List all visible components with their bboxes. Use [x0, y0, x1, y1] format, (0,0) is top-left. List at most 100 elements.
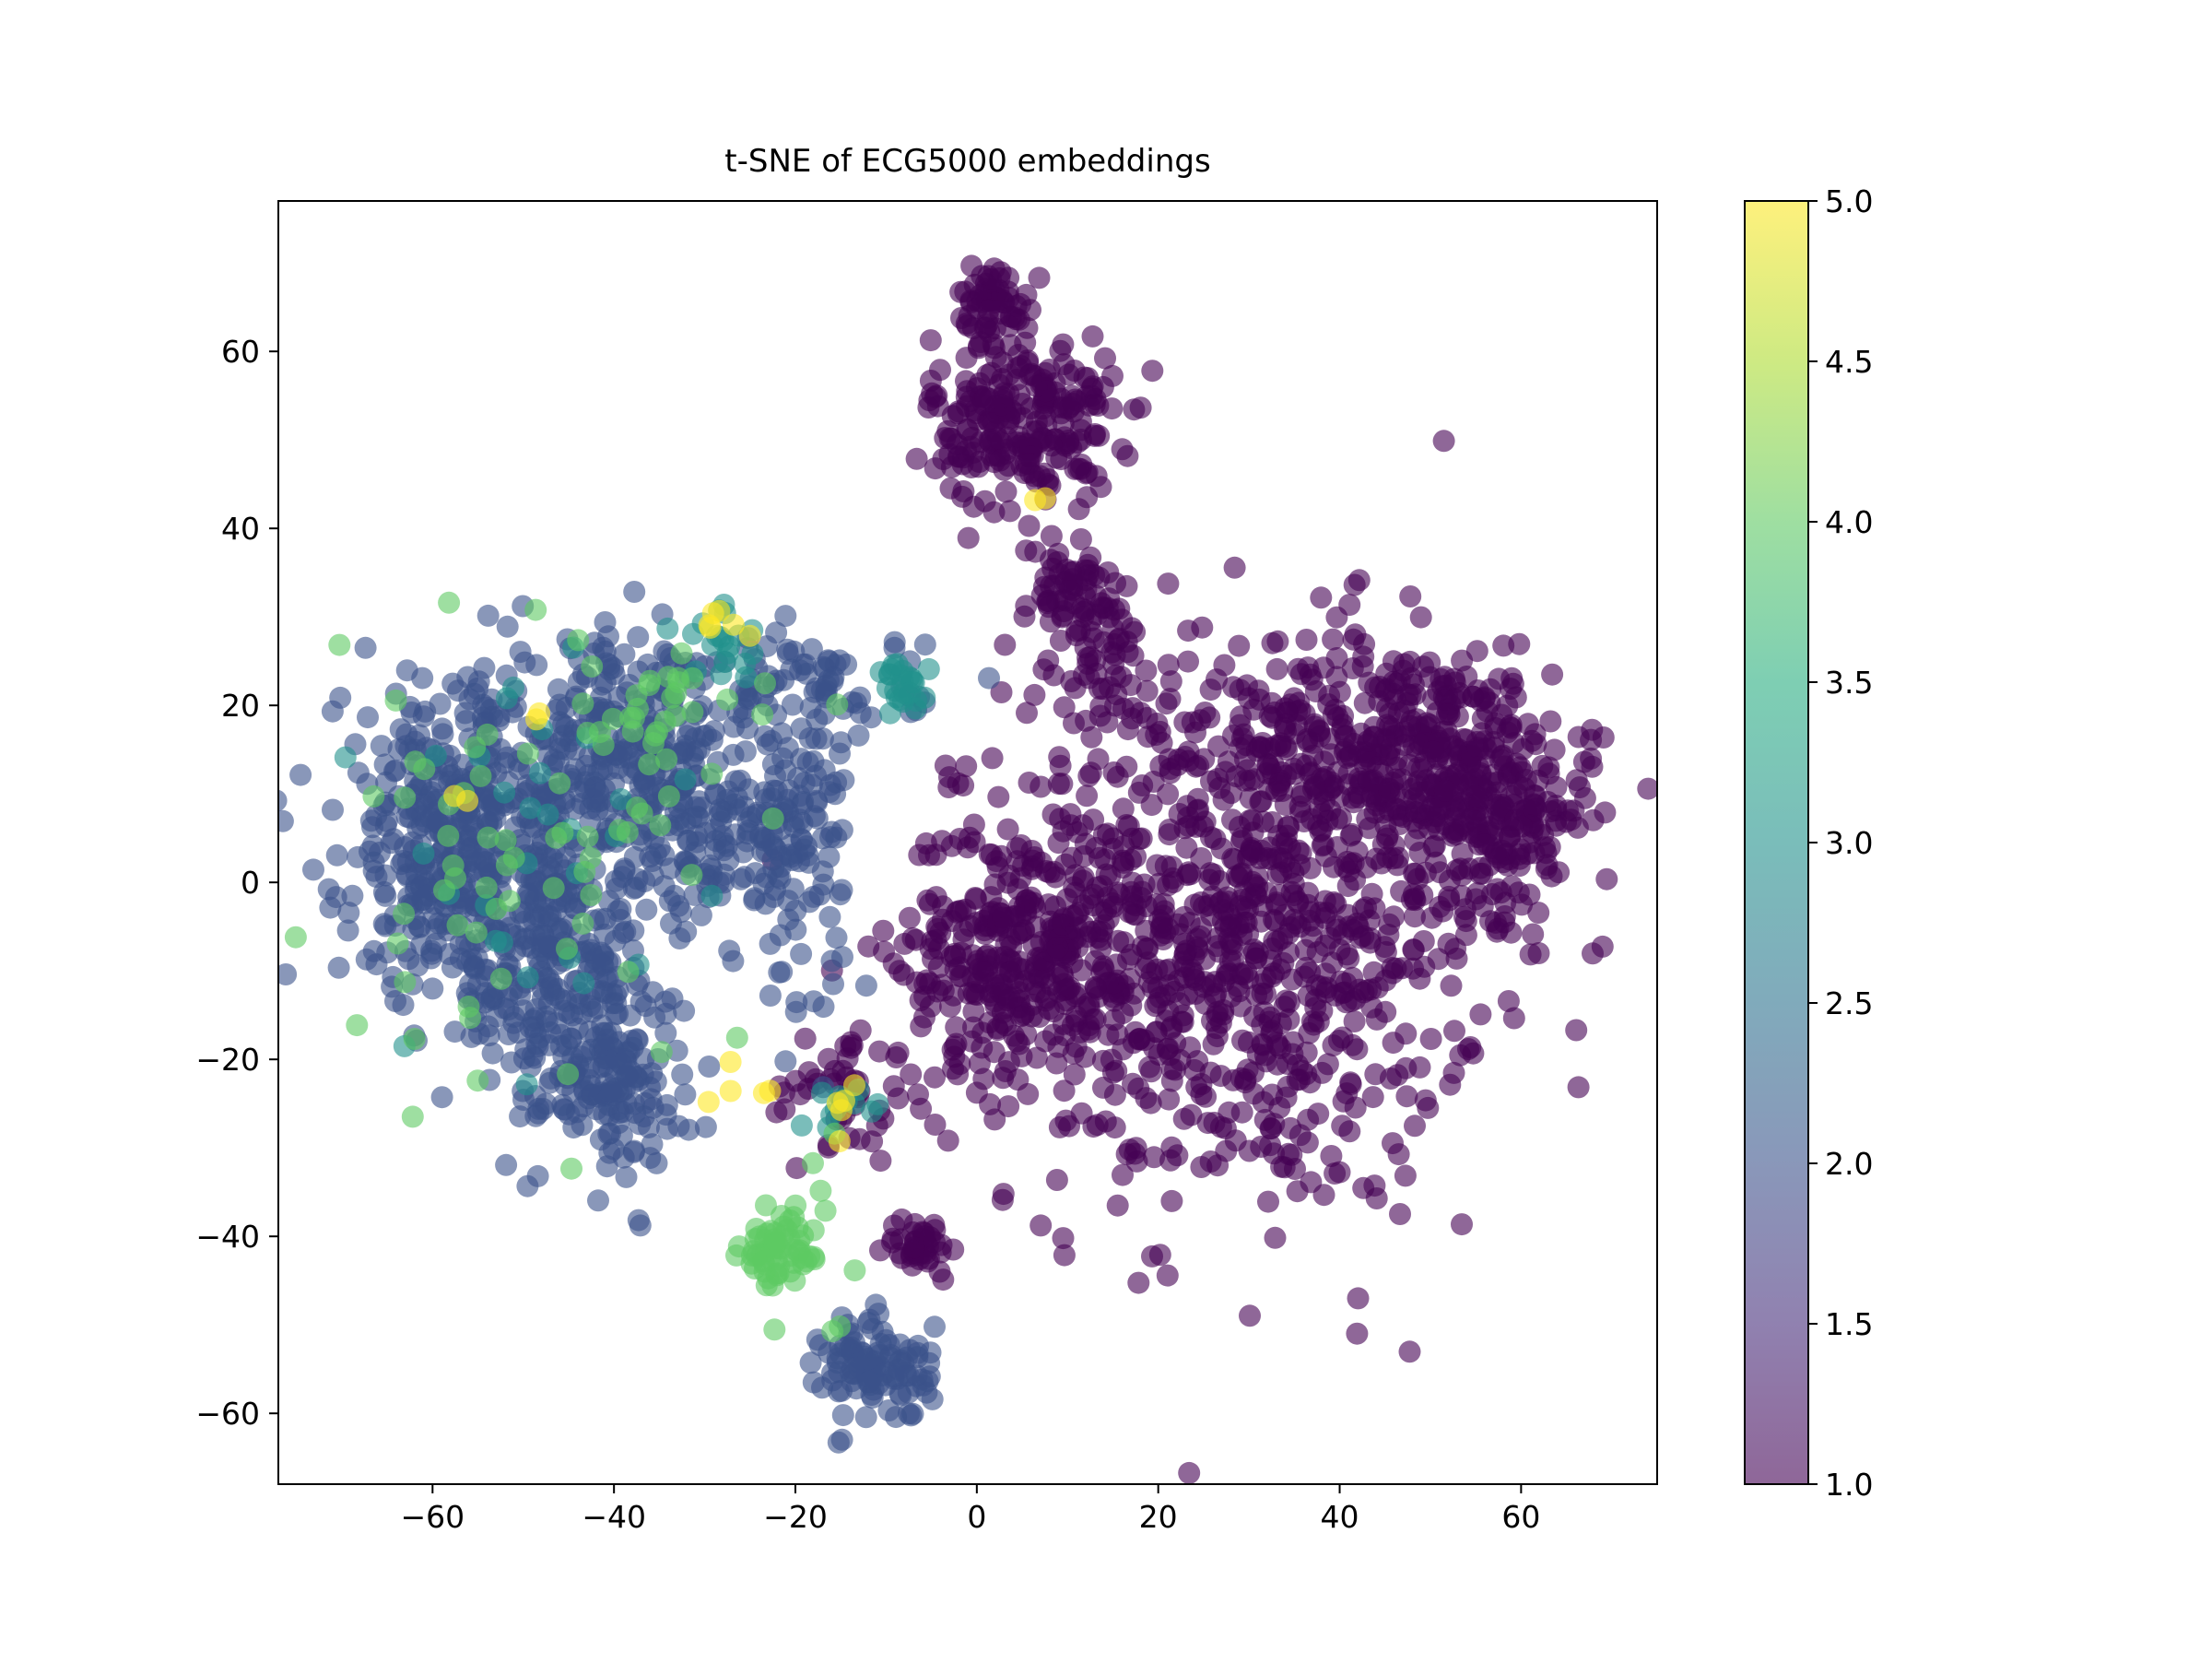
scatter-point: [500, 1051, 523, 1074]
colorbar-tick-label: 3.5: [1825, 665, 1873, 701]
scatter-point: [1155, 692, 1178, 715]
scatter-point: [1129, 396, 1152, 419]
scatter-point: [783, 1269, 806, 1292]
scatter-point: [1346, 912, 1369, 935]
scatter-point: [1054, 853, 1077, 876]
scatter-point: [1295, 629, 1318, 651]
scatter-point: [613, 857, 636, 880]
scatter-point: [1302, 773, 1325, 796]
scatter-point: [1581, 755, 1604, 778]
scatter-point: [1092, 1076, 1114, 1099]
scatter-point: [1259, 1134, 1282, 1157]
scatter-point: [1299, 961, 1322, 984]
scatter-point: [643, 1006, 666, 1029]
scatter-point: [1382, 905, 1406, 928]
scatter-point: [831, 1404, 854, 1427]
scatter-point: [549, 920, 572, 943]
scatter-point: [743, 887, 766, 910]
scatter-point: [1441, 821, 1465, 844]
scatter-point: [677, 829, 699, 852]
scatter-point: [919, 329, 942, 352]
scatter-point: [1112, 1002, 1135, 1025]
scatter-point: [1419, 1028, 1442, 1050]
scatter-point: [1382, 670, 1405, 693]
scatter-point: [725, 1026, 748, 1049]
scatter-point: [771, 722, 794, 745]
scatter-point: [868, 1040, 891, 1063]
scatter-point: [962, 813, 985, 836]
scatter-point: [1209, 1065, 1232, 1088]
scatter-point: [1105, 683, 1128, 706]
scatter-point: [1190, 1083, 1213, 1106]
scatter-point: [1502, 1007, 1525, 1030]
scatter-point: [674, 738, 696, 761]
scatter-point: [1025, 375, 1048, 397]
scatter-point: [829, 1315, 852, 1338]
scatter-point: [754, 672, 776, 695]
scatter-point: [1070, 959, 1093, 982]
scatter-point: [1537, 756, 1560, 779]
scatter-point: [1469, 856, 1492, 879]
scatter-point: [1104, 572, 1126, 595]
scatter-point: [1497, 990, 1520, 1012]
scatter-point: [489, 967, 512, 990]
scatter-point: [565, 1101, 588, 1124]
scatter-point: [1117, 948, 1139, 971]
scatter-point: [1107, 929, 1130, 952]
scatter-point: [1229, 737, 1252, 760]
scatter-point: [670, 642, 693, 665]
scatter-point: [1453, 898, 1477, 921]
scatter-point: [1257, 1190, 1279, 1213]
scatter-point: [1454, 924, 1477, 947]
scatter-point: [1395, 1085, 1418, 1108]
scatter-point: [820, 820, 843, 843]
scatter-point: [919, 995, 942, 1018]
scatter-point: [357, 706, 379, 729]
scatter-point: [1567, 1076, 1590, 1099]
scatter-point: [1438, 889, 1461, 912]
scatter-point: [620, 1030, 642, 1052]
scatter-point: [823, 1059, 846, 1082]
scatter-point: [556, 938, 578, 961]
scatter-point: [425, 918, 448, 940]
scatter-point: [477, 790, 500, 813]
scatter-point: [765, 780, 788, 802]
scatter-point: [328, 633, 351, 656]
scatter-point: [799, 696, 822, 719]
scatter-point: [1022, 934, 1045, 957]
scatter-point: [1024, 489, 1047, 512]
scatter-point: [1024, 540, 1047, 563]
scatter-point: [1210, 837, 1233, 860]
scatter-point: [1171, 1004, 1194, 1027]
scatter-point: [556, 1033, 579, 1056]
scatter-point: [1103, 643, 1126, 666]
scatter-point: [555, 715, 578, 738]
scatter-point: [1110, 666, 1133, 689]
scatter-point: [1023, 683, 1046, 706]
scatter-point: [1139, 1091, 1162, 1115]
scatter-point: [774, 1050, 797, 1073]
scatter-point: [1316, 1053, 1339, 1076]
scatter-point: [1115, 814, 1138, 836]
scatter-point: [978, 666, 1000, 690]
scatter-point: [655, 1093, 678, 1116]
scatter-point: [1287, 839, 1310, 862]
scatter-point: [373, 753, 396, 776]
scatter-point: [682, 622, 704, 645]
colorbar-tick-label: 1.0: [1825, 1467, 1873, 1503]
scatter-point: [1399, 684, 1422, 707]
scatter-point: [597, 1123, 620, 1145]
scatter-point: [1074, 832, 1097, 855]
scatter-point: [603, 663, 626, 686]
scatter-point: [1233, 1071, 1256, 1094]
scatter-point: [806, 791, 829, 814]
scatter-point: [1045, 446, 1068, 469]
y-tick-label: −20: [195, 1042, 260, 1078]
scatter-point: [412, 842, 435, 865]
scatter-point: [664, 704, 687, 727]
scatter-point: [661, 686, 684, 709]
scatter-point: [917, 657, 940, 680]
scatter-point: [1344, 1096, 1367, 1119]
scatter-point: [386, 932, 409, 955]
scatter-point: [1481, 763, 1504, 786]
